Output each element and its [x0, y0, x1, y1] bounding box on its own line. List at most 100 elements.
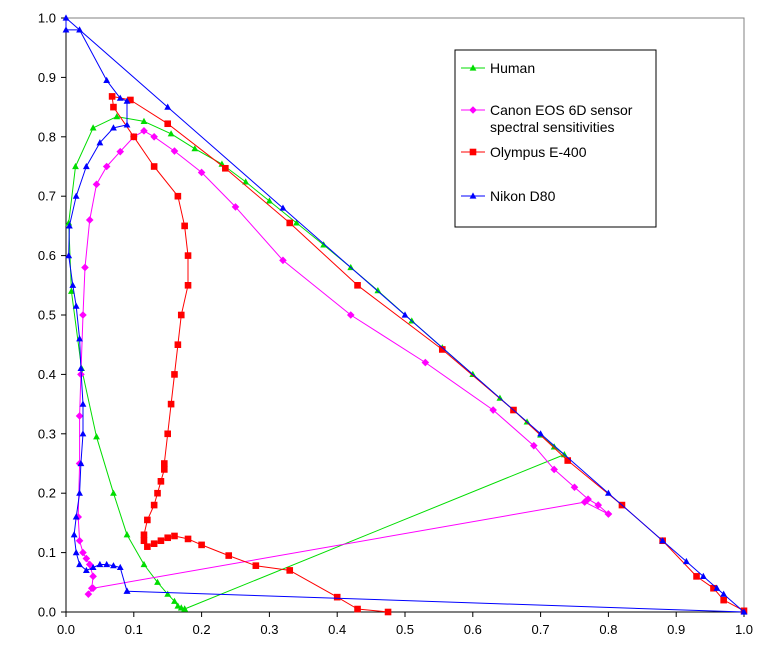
- data-point: [421, 358, 430, 367]
- plot-area: [62, 14, 748, 616]
- data-point: [76, 489, 83, 496]
- data-point: [320, 241, 328, 248]
- data-point: [89, 124, 97, 131]
- data-point: [550, 443, 558, 450]
- data-point: [225, 552, 233, 559]
- data-point: [62, 26, 70, 33]
- y-tick-label: 0.7: [38, 189, 56, 204]
- data-point: [170, 147, 179, 155]
- data-point: [710, 584, 717, 592]
- data-point: [384, 608, 392, 616]
- legend-label: Human: [490, 60, 535, 76]
- data-point: [167, 400, 175, 408]
- data-point: [82, 554, 91, 563]
- data-point: [550, 465, 558, 474]
- x-tick-label: 1.0: [735, 622, 753, 637]
- data-point: [184, 535, 192, 543]
- data-point: [72, 302, 80, 309]
- data-point: [108, 93, 116, 100]
- legend-swatch-marker: [469, 192, 477, 199]
- data-point: [79, 430, 87, 437]
- legend-swatch-marker: [469, 148, 477, 156]
- data-point: [177, 311, 185, 319]
- data-point: [286, 567, 294, 574]
- data-point: [197, 168, 206, 177]
- data-point: [123, 531, 131, 538]
- legend-label: Olympus E-400: [490, 144, 587, 160]
- data-point: [699, 572, 707, 579]
- data-point: [113, 113, 121, 120]
- data-point: [123, 587, 131, 594]
- y-tick-label: 0.4: [38, 367, 56, 382]
- data-point: [174, 192, 182, 200]
- legend-item-0: Human: [461, 60, 535, 76]
- data-point: [174, 341, 182, 348]
- legend-item-3: Nikon D80: [461, 188, 556, 204]
- data-point: [164, 590, 172, 597]
- data-point: [222, 164, 229, 172]
- data-point: [77, 459, 85, 467]
- data-point: [76, 26, 83, 33]
- data-point: [65, 222, 73, 229]
- legend-item-1: Canon EOS 6D sensor spectral sensitivitie…: [461, 102, 633, 135]
- y-tick-label: 0.2: [38, 486, 56, 501]
- data-point: [77, 364, 85, 372]
- data-point: [266, 197, 273, 204]
- data-point: [489, 406, 497, 414]
- data-point: [171, 371, 178, 378]
- data-point: [605, 489, 612, 496]
- data-point: [130, 133, 138, 141]
- data-point: [659, 537, 667, 544]
- data-point: [82, 566, 90, 574]
- data-point: [184, 282, 192, 289]
- data-point: [604, 510, 613, 518]
- data-point: [164, 103, 172, 110]
- y-tick-label: 0.1: [38, 545, 56, 560]
- data-point: [693, 573, 700, 580]
- data-point: [110, 124, 117, 131]
- x-tick-label: 0.7: [532, 622, 550, 637]
- data-point: [93, 433, 100, 440]
- data-point: [594, 501, 603, 509]
- data-point: [374, 287, 382, 294]
- data-point: [65, 252, 73, 259]
- data-point: [713, 584, 721, 591]
- data-point: [89, 572, 97, 581]
- data-point: [184, 252, 192, 259]
- data-point: [116, 563, 124, 571]
- data-point: [85, 560, 94, 569]
- data-point: [84, 590, 93, 598]
- data-point: [286, 219, 294, 227]
- data-point: [110, 103, 117, 111]
- data-point: [167, 130, 175, 137]
- data-point: [242, 178, 250, 185]
- y-tick-label: 1.0: [38, 11, 56, 26]
- data-point: [438, 346, 446, 353]
- data-point: [72, 192, 80, 199]
- data-point: [70, 531, 78, 538]
- data-point: [123, 121, 131, 128]
- data-point: [140, 531, 148, 539]
- data-point: [89, 563, 97, 571]
- data-point: [116, 147, 125, 156]
- data-point: [682, 557, 690, 565]
- data-point: [103, 76, 111, 83]
- x-tick-label: 0.5: [396, 622, 414, 637]
- data-point: [171, 532, 178, 540]
- data-point: [181, 605, 189, 612]
- data-point: [140, 537, 148, 545]
- data-point: [231, 203, 240, 211]
- data-point: [76, 335, 83, 342]
- series-3: [62, 14, 748, 615]
- series-1: [74, 127, 613, 598]
- legend-item-2: Olympus E-400: [461, 144, 587, 160]
- data-point: [181, 222, 188, 230]
- x-tick-label: 0.1: [125, 622, 143, 637]
- data-point: [150, 163, 158, 170]
- data-point: [65, 219, 73, 226]
- data-point: [354, 282, 361, 289]
- data-point: [580, 498, 589, 506]
- legend-swatch-marker: [469, 64, 477, 71]
- data-point: [740, 608, 748, 615]
- x-tick-label: 0.4: [328, 622, 346, 637]
